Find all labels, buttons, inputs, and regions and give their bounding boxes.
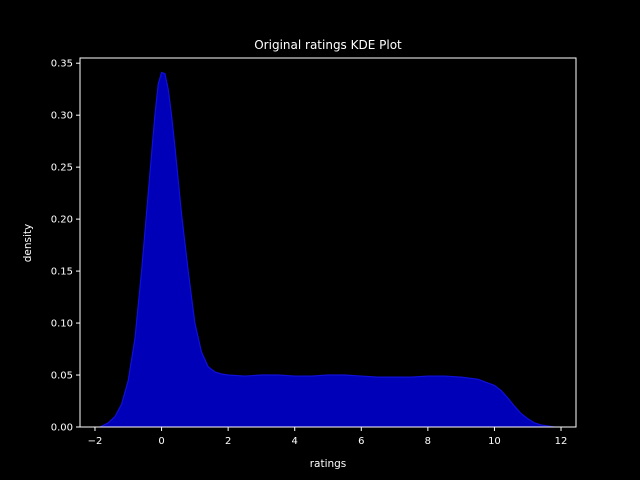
x-tick-label: 2 (225, 436, 231, 447)
x-tick-label: 12 (555, 436, 568, 447)
y-tick-label: 0.25 (51, 163, 73, 174)
x-tick-label: 0 (158, 436, 164, 447)
y-tick-label: 0.05 (51, 371, 73, 382)
y-tick-label: 0.30 (51, 111, 73, 122)
axes-frame (79, 57, 577, 428)
y-tick-label: 0.35 (51, 59, 73, 70)
y-tick-label: 0.20 (51, 215, 73, 226)
x-tick-label: −2 (88, 436, 103, 447)
x-tick-label: 4 (292, 436, 298, 447)
y-tick-label: 0.10 (51, 319, 73, 330)
x-tick-label: 10 (488, 436, 501, 447)
chart-title: Original ratings KDE Plot (254, 38, 402, 52)
density-area (99, 72, 555, 428)
y-tick-label: 0.15 (51, 267, 73, 278)
x-tick-label: 8 (425, 436, 431, 447)
plot-area: −2 0 2 4 6 8 10 12 0.00 0.05 0.10 0.15 0.20 0.25 0.30 0… (51, 57, 577, 447)
y-axis-title: density (22, 224, 34, 263)
density-line (99, 71, 555, 428)
x-axis-title: ratings (310, 458, 347, 470)
x-tick-label: 6 (358, 436, 364, 447)
y-tick-label: 0.00 (51, 423, 73, 434)
